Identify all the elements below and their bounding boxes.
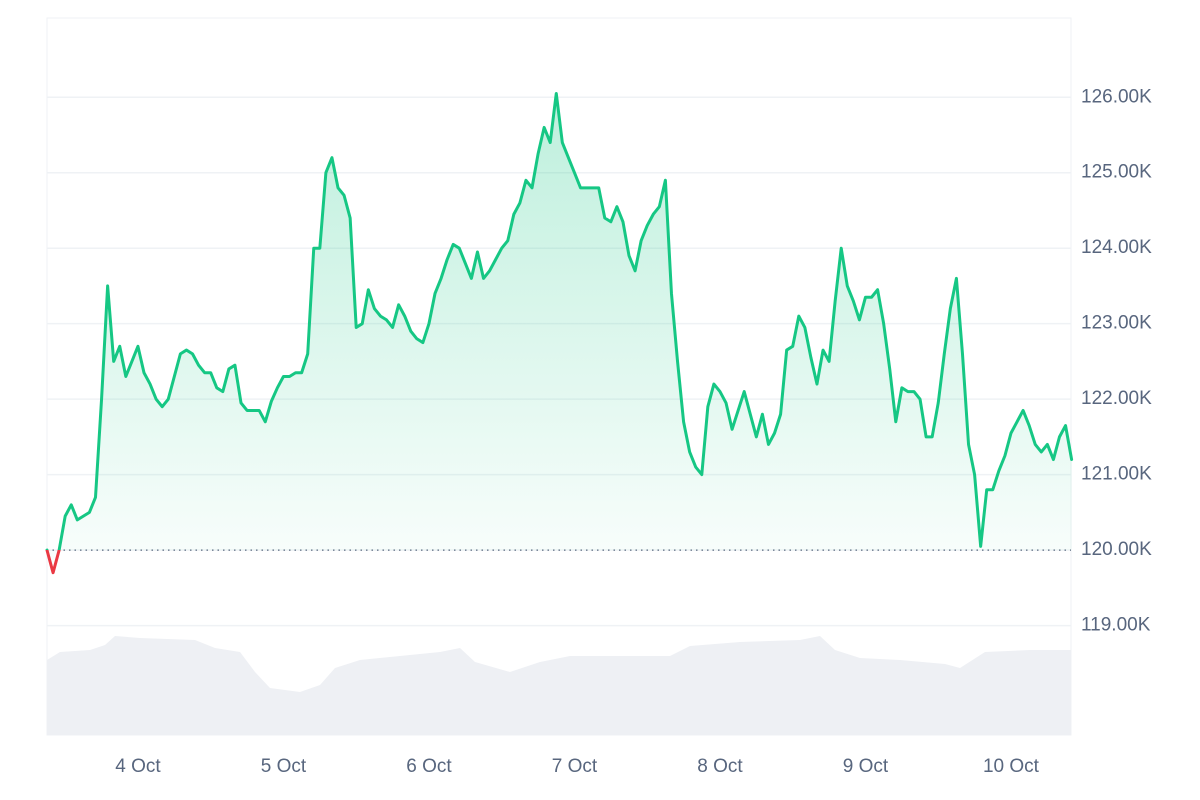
y-tick-label: 124.00K xyxy=(1081,237,1152,258)
x-tick-label: 6 Oct xyxy=(406,756,452,777)
price-line xyxy=(45,91,1074,575)
y-tick-label: 125.00K xyxy=(1081,162,1152,183)
y-tick-label: 122.00K xyxy=(1081,388,1152,409)
y-tick-label: 123.00K xyxy=(1081,313,1152,334)
y-tick-label: 126.00K xyxy=(1081,86,1152,107)
price-area xyxy=(47,93,1072,573)
x-tick-label: 8 Oct xyxy=(697,756,743,777)
x-tick-label: 7 Oct xyxy=(552,756,598,777)
x-tick-label: 5 Oct xyxy=(261,756,307,777)
y-tick-label: 120.00K xyxy=(1081,539,1152,560)
x-tick-label: 10 Oct xyxy=(983,756,1040,777)
x-tick-label: 4 Oct xyxy=(115,756,161,777)
y-tick-label: 119.00K xyxy=(1081,615,1151,636)
y-tick-label: 121.00K xyxy=(1081,464,1152,485)
x-tick-label: 9 Oct xyxy=(843,756,889,777)
volume-area xyxy=(47,636,1071,735)
